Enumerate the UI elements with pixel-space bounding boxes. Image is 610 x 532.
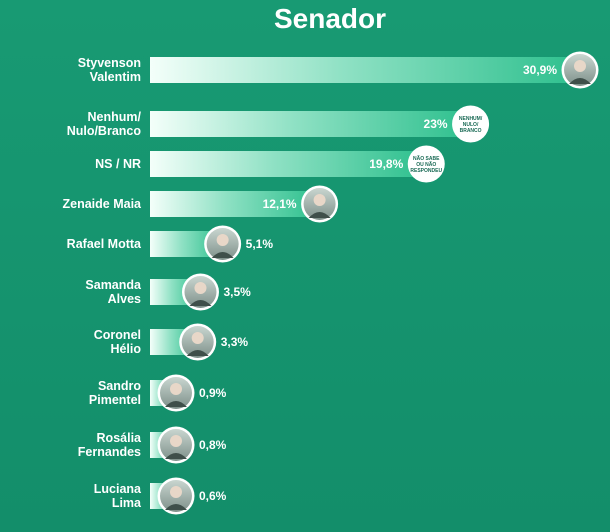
- category-label: Zenaide Maia: [63, 197, 143, 211]
- avatar-body: [211, 252, 234, 258]
- category-label: Nenhum/Nulo/Branco: [67, 110, 142, 138]
- category-label: Samanda Alves: [85, 278, 142, 306]
- value-label: 30,9%: [523, 63, 557, 77]
- avatar-head: [194, 282, 207, 294]
- value-label: 3,3%: [221, 335, 249, 349]
- avatar-body: [165, 401, 187, 407]
- avatar-head: [574, 60, 586, 72]
- badge-ring: [407, 145, 445, 183]
- avatar-head: [170, 435, 182, 447]
- avatar-body: [308, 212, 331, 218]
- avatar-head: [216, 234, 229, 246]
- avatar-body: [569, 78, 591, 84]
- avatar-body: [165, 504, 187, 510]
- badge-text: NENHUM/NULO/BRANCO: [459, 116, 483, 134]
- category-label: Rosália Fernandes: [78, 431, 142, 459]
- category-label: Rafael Motta: [67, 237, 142, 251]
- value-label: 0,6%: [199, 489, 227, 503]
- chart-title: Senador: [274, 3, 386, 34]
- bar: [150, 57, 578, 83]
- category-label: NS / NR: [95, 157, 141, 171]
- value-label: 19,8%: [369, 157, 403, 171]
- bar: [150, 191, 318, 217]
- value-label: 3,5%: [223, 285, 251, 299]
- value-label: 5,1%: [246, 237, 274, 251]
- category-label: Coronel Hélio: [94, 328, 142, 356]
- bar: [150, 111, 469, 137]
- avatar-body: [165, 453, 187, 459]
- value-label: 12,1%: [263, 197, 297, 211]
- avatar-head: [170, 383, 182, 395]
- bars-group: Styvenson Valentim 30,9% Nenhum/Nulo/Branco…: [63, 51, 599, 515]
- bar: [150, 151, 425, 177]
- avatar-head: [191, 332, 204, 344]
- category-label: Luciana Lima: [94, 482, 142, 510]
- avatar-body: [186, 350, 209, 356]
- avatar-head: [170, 486, 182, 498]
- category-label: Sandro Pimentel: [89, 379, 141, 407]
- badge-text: NÃO SABE OU NÃO RESPONDEU: [410, 155, 442, 174]
- avatar-head: [313, 194, 326, 206]
- avatar-body: [189, 300, 212, 306]
- value-label: 23%: [424, 117, 448, 131]
- category-label: Styvenson Valentim: [78, 56, 141, 84]
- badge-ring: [452, 105, 490, 143]
- value-label: 0,9%: [199, 386, 227, 400]
- value-label: 0,8%: [199, 438, 227, 452]
